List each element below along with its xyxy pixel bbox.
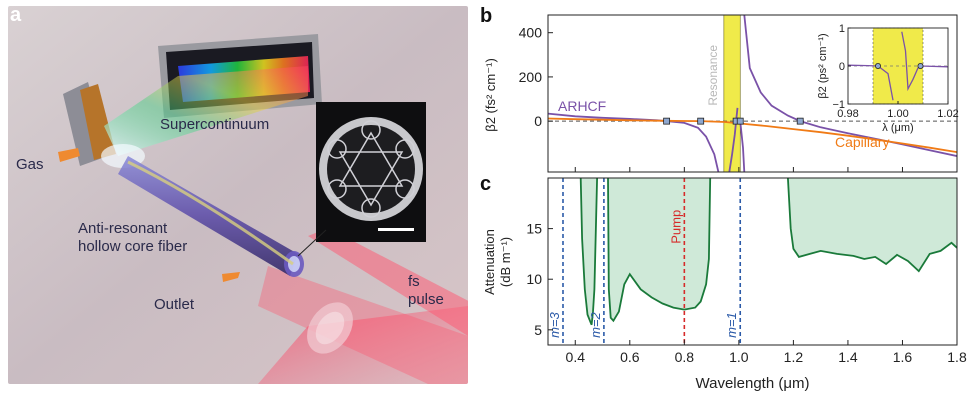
c-xtick-label-6: 1.6 — [893, 349, 913, 365]
resonance-label: Resonance — [706, 45, 720, 106]
b-ylabel: β2 (fs² cm⁻¹) — [483, 58, 498, 132]
inset-xlabel: λ (μm) — [882, 122, 913, 134]
vline-label-3: m=1 — [724, 312, 739, 338]
c-ytick-label-1: 10 — [526, 271, 542, 287]
attenuation-fill-1 — [608, 178, 711, 321]
panel-a-letter: a — [10, 4, 22, 26]
outlet-label: Outlet — [154, 296, 195, 313]
vline-label-2: Pump — [668, 210, 683, 244]
series-arhcf-segment-0 — [548, 112, 720, 172]
c-xtick-label-2: 0.8 — [675, 349, 695, 365]
fiber-illustration: Supercontinuum Gas Anti-resonant hollow … — [8, 6, 468, 384]
attenuation-fill-2 — [787, 178, 957, 272]
c-ytick-label-0: 5 — [534, 322, 542, 338]
supercontinuum-label: Supercontinuum — [160, 116, 270, 133]
c-xtick-label-0: 0.4 — [566, 349, 586, 365]
gas-label: Gas — [16, 156, 44, 173]
c-ylabel-line1: Attenuation — [482, 229, 497, 295]
c-xtick-label-1: 0.6 — [620, 349, 640, 365]
c-xtick-label-4: 1.2 — [784, 349, 804, 365]
attenuation-line-0 — [579, 178, 598, 326]
inset-ytick-label-0: −1 — [832, 99, 845, 111]
zero-marker-1 — [697, 117, 705, 125]
c-xtick-label-3: 1.0 — [729, 349, 749, 365]
attenuation-line-1 — [607, 178, 712, 323]
inset-zero-marker-0 — [874, 63, 881, 70]
panel-b-frame — [547, 14, 958, 173]
b-ytick-label-0: 0 — [534, 113, 542, 129]
panel-c-frame — [547, 177, 958, 346]
panel-c-letter: c — [480, 173, 491, 195]
inset-zero-marker-1 — [917, 63, 924, 70]
fiber-label-line2: hollow core fiber — [78, 238, 188, 255]
series-label-capillary: Capillary — [835, 134, 889, 150]
illustration-graphic — [8, 6, 468, 384]
c-xtick-label-5: 1.4 — [838, 349, 858, 365]
series-arhcf-segment-1 — [728, 107, 739, 172]
inset-ytick-label-2: 1 — [839, 23, 845, 35]
dispersion-attenuation-chart: b c Resonance ARHCF Capillary 0 200 400 β2 (fs² … — [480, 5, 967, 392]
fiber-label-line1: Anti-resonant — [78, 220, 168, 237]
zero-marker-0 — [663, 117, 671, 125]
c-xlabel: Wavelength (μm) — [696, 375, 810, 392]
inset-xtick-label-1: 1.00 — [887, 108, 908, 120]
b-ytick-label-1: 200 — [519, 69, 543, 85]
inset-ytick-label-1: 0 — [839, 61, 845, 73]
inset-xtick-label-2: 1.02 — [937, 108, 958, 120]
series-arhcf-segment-3 — [743, 15, 957, 157]
vline-label-1: m=2 — [588, 311, 603, 337]
c-ytick-label-2: 15 — [526, 221, 542, 237]
zero-marker-3 — [736, 117, 744, 125]
c-xtick-label-7: 1.8 — [947, 349, 967, 365]
pulse-label-line2: pulse — [408, 291, 444, 308]
zero-marker-4 — [796, 117, 804, 125]
c-ylabel-line2: (dB m⁻¹) — [498, 237, 513, 287]
pulse-label-line1: fs — [408, 273, 420, 290]
b-ytick-label-2: 400 — [519, 25, 543, 41]
inset-ylabel: β2 (ps² cm⁻¹) — [817, 33, 829, 98]
panel-b-letter: b — [480, 5, 492, 27]
series-label-arhcf: ARHCF — [558, 98, 606, 114]
series-arhcf-segment-2 — [739, 121, 746, 172]
inset-xtick-label-0: 0.98 — [837, 108, 858, 120]
attenuation-line-2 — [787, 178, 957, 273]
vline-label-0: m=3 — [547, 311, 562, 337]
